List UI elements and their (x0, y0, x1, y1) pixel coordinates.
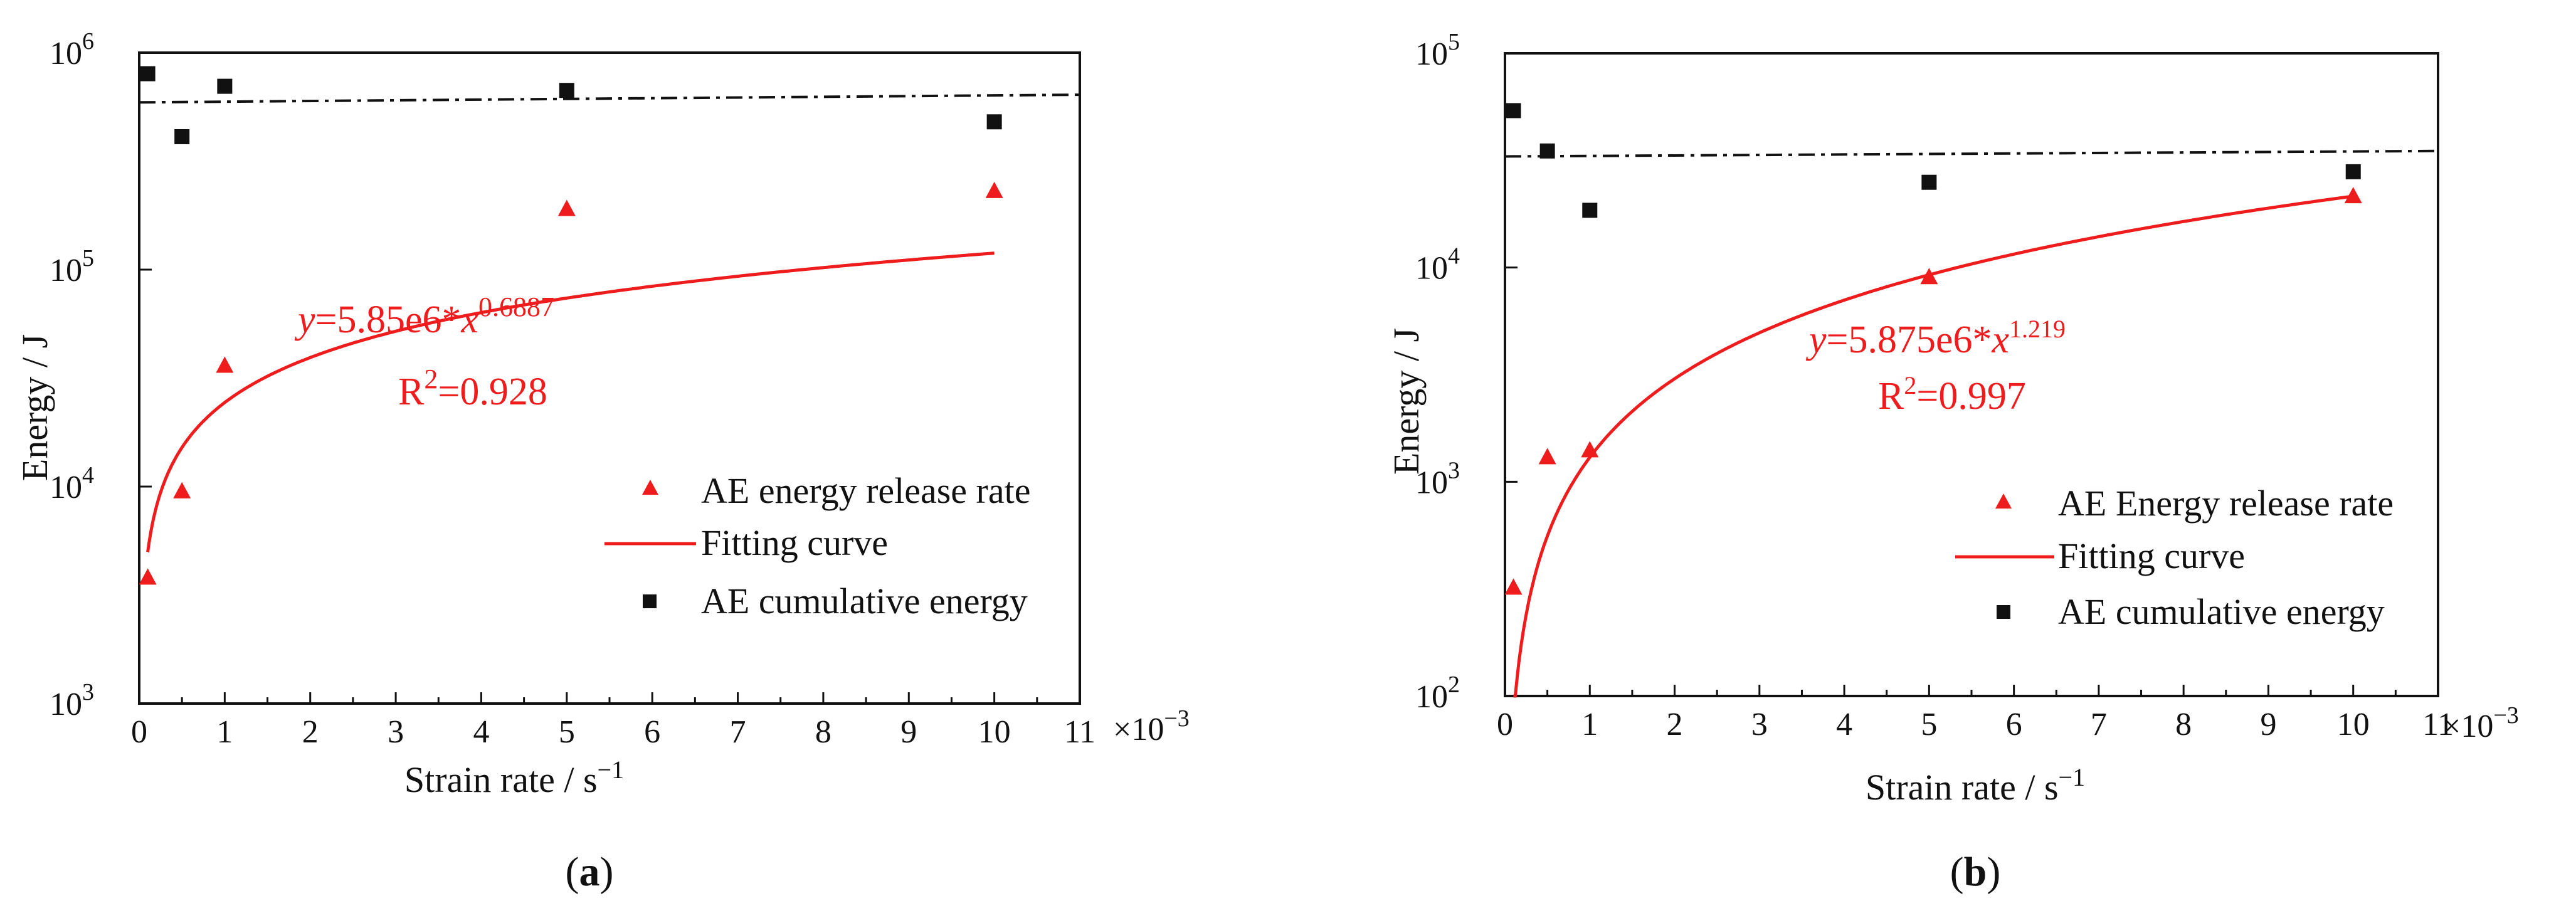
chart-b-reference-line (1504, 149, 2439, 158)
y-tick-label: 105 (50, 245, 94, 288)
x-tick-label: 3 (388, 714, 404, 750)
chart-b-panel-label: (b) (1950, 849, 2001, 895)
x-tick-label: 10 (978, 714, 1011, 750)
chart-a-reference-line (139, 93, 1080, 104)
chart-a-y-axis-title: Energy / J (14, 334, 55, 481)
y-tick-label: 104 (50, 462, 94, 505)
chart-a-cumulative-point (986, 114, 1002, 130)
x-tick-label: 9 (900, 714, 917, 750)
chart-b-release-point (2344, 187, 2362, 204)
x-tick-label: 11 (2422, 707, 2454, 742)
chart-a-cumulative-point (174, 129, 190, 144)
chart-b-fit-curve (1513, 194, 2354, 698)
chart-a-panel-label: (a) (566, 849, 614, 895)
legend-b-release-label: AE Energy release rate (2058, 483, 2394, 524)
chart-b-legend: AE Energy release rate Fitting curve AE … (1955, 483, 2394, 632)
chart-b-axes: 0 1 2 3 4 5 6 7 8 9 10 11 102 103 104 105 (1415, 29, 2454, 742)
chart-a-fit-curve (146, 251, 995, 553)
chart-a-release-point (985, 181, 1003, 198)
x-tick-label: 3 (1751, 707, 1768, 742)
legend-a-release-label: AE energy release rate (701, 470, 1030, 511)
chart-b-cumulative-point (1539, 143, 1555, 159)
chart-b-x-multiplier: ×10−3 (2442, 702, 2519, 744)
chart-b-cumulative-point (2345, 164, 2361, 179)
chart-a-x-multiplier: ×10−3 (1113, 705, 1190, 747)
chart-b-release-point (1538, 448, 1556, 465)
chart-b-fit-group (1513, 194, 2354, 698)
x-tick-label: 8 (2175, 707, 2192, 742)
x-tick-label: 9 (2260, 707, 2276, 742)
chart-a-release-point (173, 482, 191, 498)
legend-a-triangle-marker (642, 480, 658, 495)
y-tick-label: 106 (50, 28, 94, 71)
legend-a-fit-label: Fitting curve (701, 522, 888, 563)
chart-b-cumulative-point (1582, 203, 1598, 218)
x-tick-label: 0 (1497, 707, 1513, 742)
chart-a-cumulative-point (559, 83, 574, 98)
chart-panel-b: 0 1 2 3 4 5 6 7 8 9 10 11 102 103 104 105 Strain rate /… (1386, 29, 2519, 895)
x-tick-label: 5 (559, 714, 575, 750)
chart-a-cumulative-point (217, 78, 233, 94)
chart-b-release-point (1581, 441, 1599, 458)
chart-a-legend: AE energy release rate Fitting curve AE … (604, 470, 1030, 621)
y-tick-label: 103 (1415, 457, 1460, 500)
y-tick-label: 105 (1415, 29, 1460, 72)
x-tick-label: 11 (1064, 714, 1095, 750)
chart-b-cumulative-point (1921, 174, 1937, 190)
chart-a-fit-equation: y=5.85e6*x0.6887 (294, 292, 554, 341)
x-tick-label: 10 (2337, 707, 2370, 742)
chart-a-release-point (139, 568, 157, 585)
chart-panel-a: 0 1 2 3 4 5 6 7 8 9 10 11 103 104 105 106 Strain rate /… (14, 28, 1190, 895)
chart-b-release-point (1920, 268, 1938, 285)
chart-b-r-squared: R2=0.997 (1878, 371, 2026, 418)
chart-a-r-squared: R2=0.928 (398, 364, 547, 413)
chart-a-reference-line-group (139, 93, 1080, 104)
legend-b-square-marker (1997, 605, 2010, 619)
x-tick-label: 4 (473, 714, 489, 750)
y-tick-label: 103 (50, 679, 94, 722)
x-tick-label: 6 (644, 714, 660, 750)
chart-a-points (139, 66, 1003, 585)
legend-b-fit-label: Fitting curve (2058, 535, 2245, 576)
y-tick-label: 104 (1415, 243, 1460, 287)
x-tick-label: 2 (1667, 707, 1683, 742)
chart-b-y-axis-title: Energy / J (1386, 328, 1427, 475)
legend-a-square-marker (643, 594, 657, 608)
legend-b-triangle-marker (1995, 493, 2012, 509)
chart-b-cumulative-point (1506, 103, 1521, 119)
chart-b-x-axis-title: Strain rate / s−1 (1866, 763, 2085, 808)
chart-b-points (1504, 103, 2362, 595)
chart-a-release-point (557, 199, 576, 216)
x-tick-label: 7 (730, 714, 746, 750)
chart-a-fit-group (146, 251, 995, 553)
x-tick-label: 8 (815, 714, 831, 750)
x-tick-label: 1 (1581, 707, 1598, 742)
x-tick-label: 0 (131, 714, 147, 750)
chart-b-release-point (1504, 578, 1523, 595)
x-tick-label: 4 (1836, 707, 1852, 742)
x-tick-label: 2 (302, 714, 319, 750)
legend-a-cumulative-label: AE cumulative energy (701, 581, 1028, 621)
y-tick-label: 102 (1415, 672, 1460, 715)
x-tick-label: 5 (1921, 707, 1937, 742)
legend-b-cumulative-label: AE cumulative energy (2058, 591, 2385, 632)
chart-a-release-point (216, 356, 234, 373)
x-tick-label: 7 (2091, 707, 2107, 742)
x-tick-label: 6 (2006, 707, 2022, 742)
chart-b-fit-equation: y=5.875e6*x1.219 (1805, 315, 2066, 361)
chart-a-axes: 0 1 2 3 4 5 6 7 8 9 10 11 103 104 105 106 (50, 28, 1095, 750)
x-tick-label: 1 (216, 714, 233, 750)
chart-b-reference-line-group (1504, 149, 2439, 158)
chart-a-cumulative-point (140, 66, 156, 82)
chart-a-x-axis-title: Strain rate / s−1 (404, 756, 624, 800)
